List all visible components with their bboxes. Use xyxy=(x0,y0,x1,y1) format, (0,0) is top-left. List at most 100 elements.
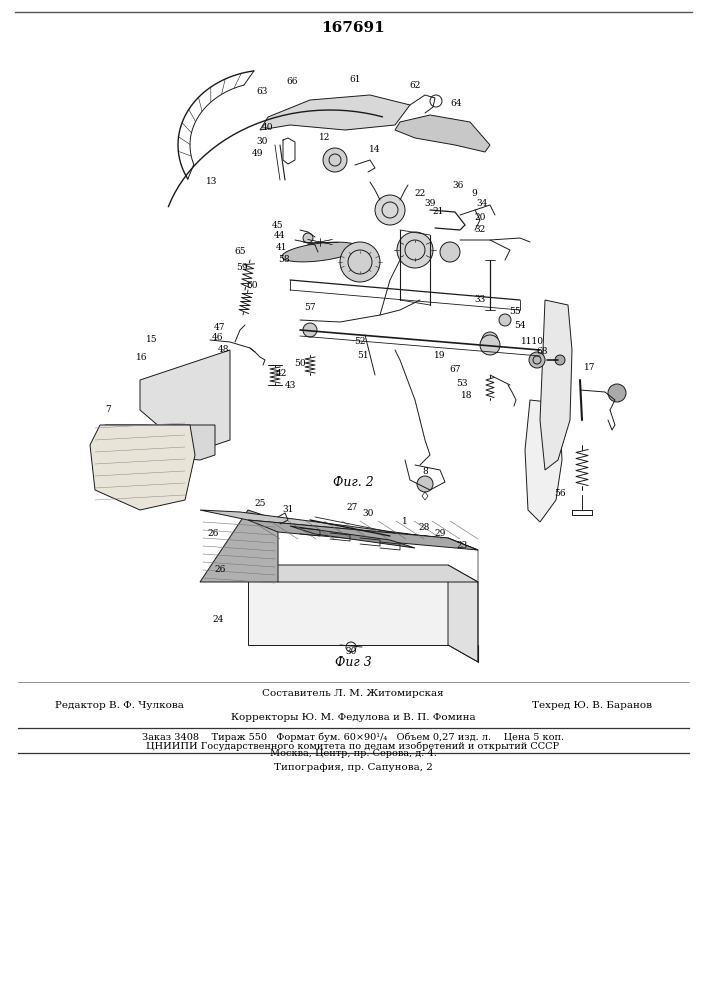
Text: Заказ 3408    Тираж 550   Формат бум. 60×90¹/₄   Объем 0,27 изд. л.    Цена 5 ко: Заказ 3408 Тираж 550 Формат бум. 60×90¹/… xyxy=(142,732,564,742)
Text: 57: 57 xyxy=(304,302,316,312)
Text: 26: 26 xyxy=(207,528,218,538)
Text: 43: 43 xyxy=(284,380,296,389)
Text: 40: 40 xyxy=(262,122,274,131)
Circle shape xyxy=(375,195,405,225)
Text: 48: 48 xyxy=(218,346,230,355)
Text: 56: 56 xyxy=(554,488,566,497)
Text: 12: 12 xyxy=(320,133,331,142)
Text: 61: 61 xyxy=(349,76,361,85)
Circle shape xyxy=(340,242,380,282)
Text: 19: 19 xyxy=(434,351,445,360)
Text: Фиг. 2: Фиг. 2 xyxy=(332,477,373,489)
Circle shape xyxy=(323,148,347,172)
Text: 64: 64 xyxy=(450,100,462,108)
Text: 29: 29 xyxy=(434,530,445,538)
Text: 33: 33 xyxy=(474,296,486,304)
Text: 22: 22 xyxy=(414,190,426,198)
Circle shape xyxy=(499,314,511,326)
Text: 30: 30 xyxy=(345,647,357,656)
Text: 13: 13 xyxy=(206,178,218,186)
Text: 51: 51 xyxy=(357,351,369,360)
Polygon shape xyxy=(525,400,562,522)
Polygon shape xyxy=(200,510,278,582)
Text: 28: 28 xyxy=(419,522,430,532)
Polygon shape xyxy=(200,510,478,550)
Text: 24: 24 xyxy=(212,615,223,624)
Text: 46: 46 xyxy=(212,334,223,342)
Text: 62: 62 xyxy=(409,82,421,91)
Circle shape xyxy=(303,233,313,243)
Circle shape xyxy=(480,335,500,355)
Polygon shape xyxy=(90,425,195,510)
Text: 55: 55 xyxy=(509,308,521,316)
Text: 47: 47 xyxy=(214,322,226,332)
Polygon shape xyxy=(248,565,448,645)
Text: Корректоры Ю. М. Федулова и В. П. Фомина: Корректоры Ю. М. Федулова и В. П. Фомина xyxy=(230,714,475,722)
Text: 41: 41 xyxy=(276,242,288,251)
Circle shape xyxy=(440,242,460,262)
Text: 60: 60 xyxy=(246,280,258,290)
Polygon shape xyxy=(540,300,572,470)
Polygon shape xyxy=(448,565,478,662)
Text: 63: 63 xyxy=(257,87,268,96)
Text: 26: 26 xyxy=(214,566,226,574)
Text: 21: 21 xyxy=(432,208,444,217)
Circle shape xyxy=(303,323,317,337)
Circle shape xyxy=(555,355,565,365)
Text: 8: 8 xyxy=(422,468,428,477)
Text: 167691: 167691 xyxy=(321,21,385,35)
Text: Москва, Центр, пр. Серова, д. 4.: Москва, Центр, пр. Серова, д. 4. xyxy=(269,750,436,758)
Circle shape xyxy=(417,476,433,492)
Text: 16: 16 xyxy=(136,353,148,361)
Text: 42: 42 xyxy=(275,369,286,378)
Text: 25: 25 xyxy=(255,498,266,508)
Polygon shape xyxy=(395,115,490,152)
Polygon shape xyxy=(282,242,358,262)
Text: 49: 49 xyxy=(251,148,263,157)
Text: 53: 53 xyxy=(456,378,468,387)
Text: 32: 32 xyxy=(474,225,486,233)
Text: 27: 27 xyxy=(346,504,358,512)
Text: 30: 30 xyxy=(257,137,268,146)
Text: 31: 31 xyxy=(282,504,293,514)
Text: 50: 50 xyxy=(294,360,306,368)
Text: 30: 30 xyxy=(362,508,374,518)
Text: 58: 58 xyxy=(278,254,290,263)
Text: 1: 1 xyxy=(402,516,408,526)
Text: Техред Ю. В. Баранов: Техред Ю. В. Баранов xyxy=(532,700,652,710)
Text: 65: 65 xyxy=(234,247,246,256)
Text: 66: 66 xyxy=(286,78,298,87)
Circle shape xyxy=(608,384,626,402)
Text: 59: 59 xyxy=(236,263,248,272)
Text: 44: 44 xyxy=(274,232,286,240)
Text: 68: 68 xyxy=(536,348,548,357)
Text: 54: 54 xyxy=(514,320,526,330)
Polygon shape xyxy=(248,520,478,550)
Text: 34: 34 xyxy=(477,200,488,209)
Text: 1110: 1110 xyxy=(520,338,544,347)
Circle shape xyxy=(397,232,433,268)
Text: 9: 9 xyxy=(471,190,477,198)
Polygon shape xyxy=(290,526,415,548)
Polygon shape xyxy=(105,425,215,460)
Text: 18: 18 xyxy=(461,390,473,399)
Text: 15: 15 xyxy=(146,336,158,344)
Polygon shape xyxy=(260,95,410,130)
Text: Редактор В. Ф. Чулкова: Редактор В. Ф. Чулкова xyxy=(55,700,184,710)
Text: Типография, пр. Сапунова, 2: Типография, пр. Сапунова, 2 xyxy=(274,764,433,772)
Text: 20: 20 xyxy=(474,214,486,223)
Text: 45: 45 xyxy=(272,221,284,230)
Text: 67: 67 xyxy=(449,365,461,374)
Text: 36: 36 xyxy=(452,180,464,190)
Polygon shape xyxy=(248,565,478,582)
Text: Фиг 3: Фиг 3 xyxy=(334,656,371,670)
Text: 39: 39 xyxy=(424,198,436,208)
Text: 7: 7 xyxy=(105,406,111,414)
Circle shape xyxy=(529,352,545,368)
Text: 52: 52 xyxy=(354,338,366,347)
Text: 23: 23 xyxy=(457,540,467,550)
Polygon shape xyxy=(140,350,230,445)
Text: 17: 17 xyxy=(584,363,596,372)
Circle shape xyxy=(482,332,498,348)
Text: Составитель Л. М. Житомирская: Составитель Л. М. Житомирская xyxy=(262,688,444,698)
